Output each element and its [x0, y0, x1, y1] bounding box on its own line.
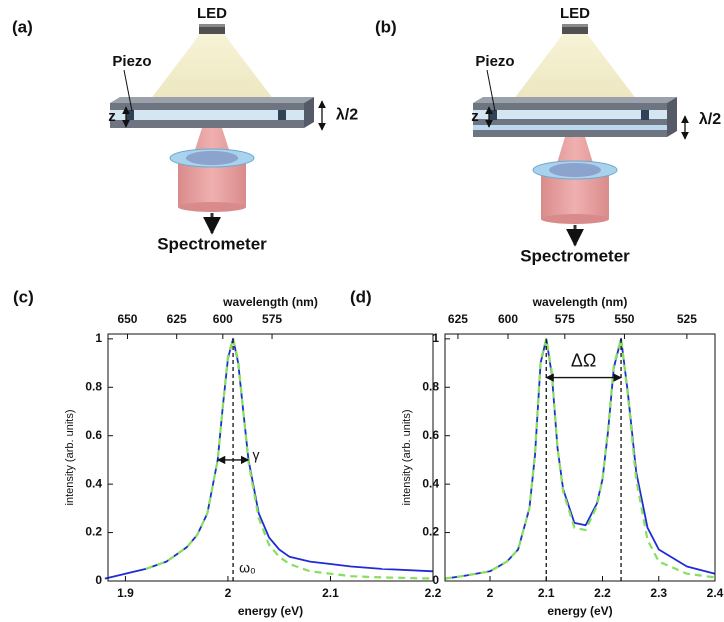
y-axis-title: intensity (arb. units): [401, 410, 413, 506]
z-label: z: [471, 108, 479, 125]
x2-tick-label: 650: [117, 312, 137, 326]
peak-label: ω₀: [239, 560, 256, 576]
led: [562, 24, 588, 34]
plate-layer: [110, 103, 304, 110]
x-axis-title: energy (eV): [547, 604, 612, 618]
piezo-leader: [486, 69, 496, 112]
panel-label: (a): [12, 17, 33, 36]
detector-label: Spectrometer: [157, 234, 267, 253]
y-tick-label: 0.6: [85, 428, 102, 442]
lens-core: [186, 151, 238, 165]
y-tick-label: 0.8: [85, 379, 102, 393]
tube-end: [178, 202, 246, 212]
x2-axis-title: wavelength (nm): [532, 295, 628, 309]
x2-tick-label: 625: [448, 312, 468, 326]
plate-layer: [110, 120, 304, 128]
x-tick-label: 2.4: [707, 586, 724, 600]
plate-top: [110, 97, 314, 103]
plate-layer: [473, 119, 667, 125]
y-tick-label: 0.2: [85, 525, 102, 539]
y-tick-label: 0.2: [422, 525, 439, 539]
lens-core: [549, 163, 601, 177]
x-tick-label: 2.3: [650, 586, 667, 600]
x-tick-label: 2.2: [425, 586, 442, 600]
y-tick-label: 0: [432, 573, 439, 587]
x-tick-label: 2: [225, 586, 232, 600]
width-label: ΔΩ: [571, 350, 596, 370]
y-tick-label: 0.4: [85, 476, 102, 490]
piezo-leader: [123, 69, 133, 112]
plate-layer: [473, 110, 667, 119]
x2-tick-label: 575: [555, 312, 575, 326]
detector-tube: [541, 174, 609, 219]
x-tick-label: 2.2: [594, 586, 611, 600]
x-tick-label: 2.1: [322, 586, 339, 600]
plate-layer: [473, 130, 667, 137]
plot-frame: [444, 333, 716, 582]
x2-axis-title: wavelength (nm): [222, 295, 318, 309]
plot-frame: [107, 333, 434, 582]
series-line: [444, 337, 716, 580]
piezo-block: [278, 110, 286, 120]
panel-label: (d): [350, 287, 372, 306]
plate-layer: [473, 103, 667, 110]
y-tick-label: 0.6: [422, 428, 439, 442]
x-tick-label: 2.1: [538, 586, 555, 600]
piezo-label: Piezo: [475, 53, 514, 70]
panel-label: (b): [375, 17, 397, 36]
y-tick-label: 0.4: [422, 476, 439, 490]
plate-side: [667, 97, 677, 137]
piezo-label: Piezo: [112, 53, 151, 70]
led-cap: [199, 24, 225, 27]
led-cap: [562, 24, 588, 27]
gap-label: λ/2: [699, 111, 721, 128]
gap-label: λ/2: [336, 107, 358, 124]
y-tick-label: 0: [95, 573, 102, 587]
series-line: [444, 337, 716, 580]
y-tick-label: 0.8: [422, 379, 439, 393]
light-cone: [150, 34, 274, 100]
plate-layer: [110, 110, 304, 120]
light-cone: [513, 34, 637, 100]
series-line: [104, 337, 434, 580]
plate-top: [473, 97, 677, 103]
y-axis-title: intensity (arb. units): [64, 410, 76, 506]
x-tick-label: 1.9: [117, 586, 134, 600]
width-label: γ: [252, 447, 259, 463]
led-label: LED: [197, 5, 227, 22]
tube-end: [541, 214, 609, 224]
y-tick-label: 1: [95, 331, 102, 345]
detector-tube: [178, 162, 246, 207]
z-label: z: [108, 108, 116, 125]
panel-label: (c): [13, 287, 34, 306]
led-label: LED: [560, 5, 590, 22]
x2-tick-label: 600: [498, 312, 518, 326]
piezo-block: [126, 110, 134, 120]
y-tick-label: 1: [432, 331, 439, 345]
piezo-block: [489, 110, 497, 120]
x2-tick-label: 575: [262, 312, 282, 326]
plate-side: [304, 97, 314, 128]
x2-tick-label: 525: [677, 312, 697, 326]
x2-tick-label: 600: [213, 312, 233, 326]
x2-tick-label: 625: [167, 312, 187, 326]
plate-layer: [473, 125, 667, 130]
series-line: [145, 337, 434, 580]
detector-label: Spectrometer: [520, 246, 630, 265]
piezo-block: [641, 110, 649, 120]
x-axis-title: energy (eV): [238, 604, 303, 618]
led: [199, 24, 225, 34]
x-tick-label: 2: [487, 586, 494, 600]
x2-tick-label: 550: [614, 312, 634, 326]
